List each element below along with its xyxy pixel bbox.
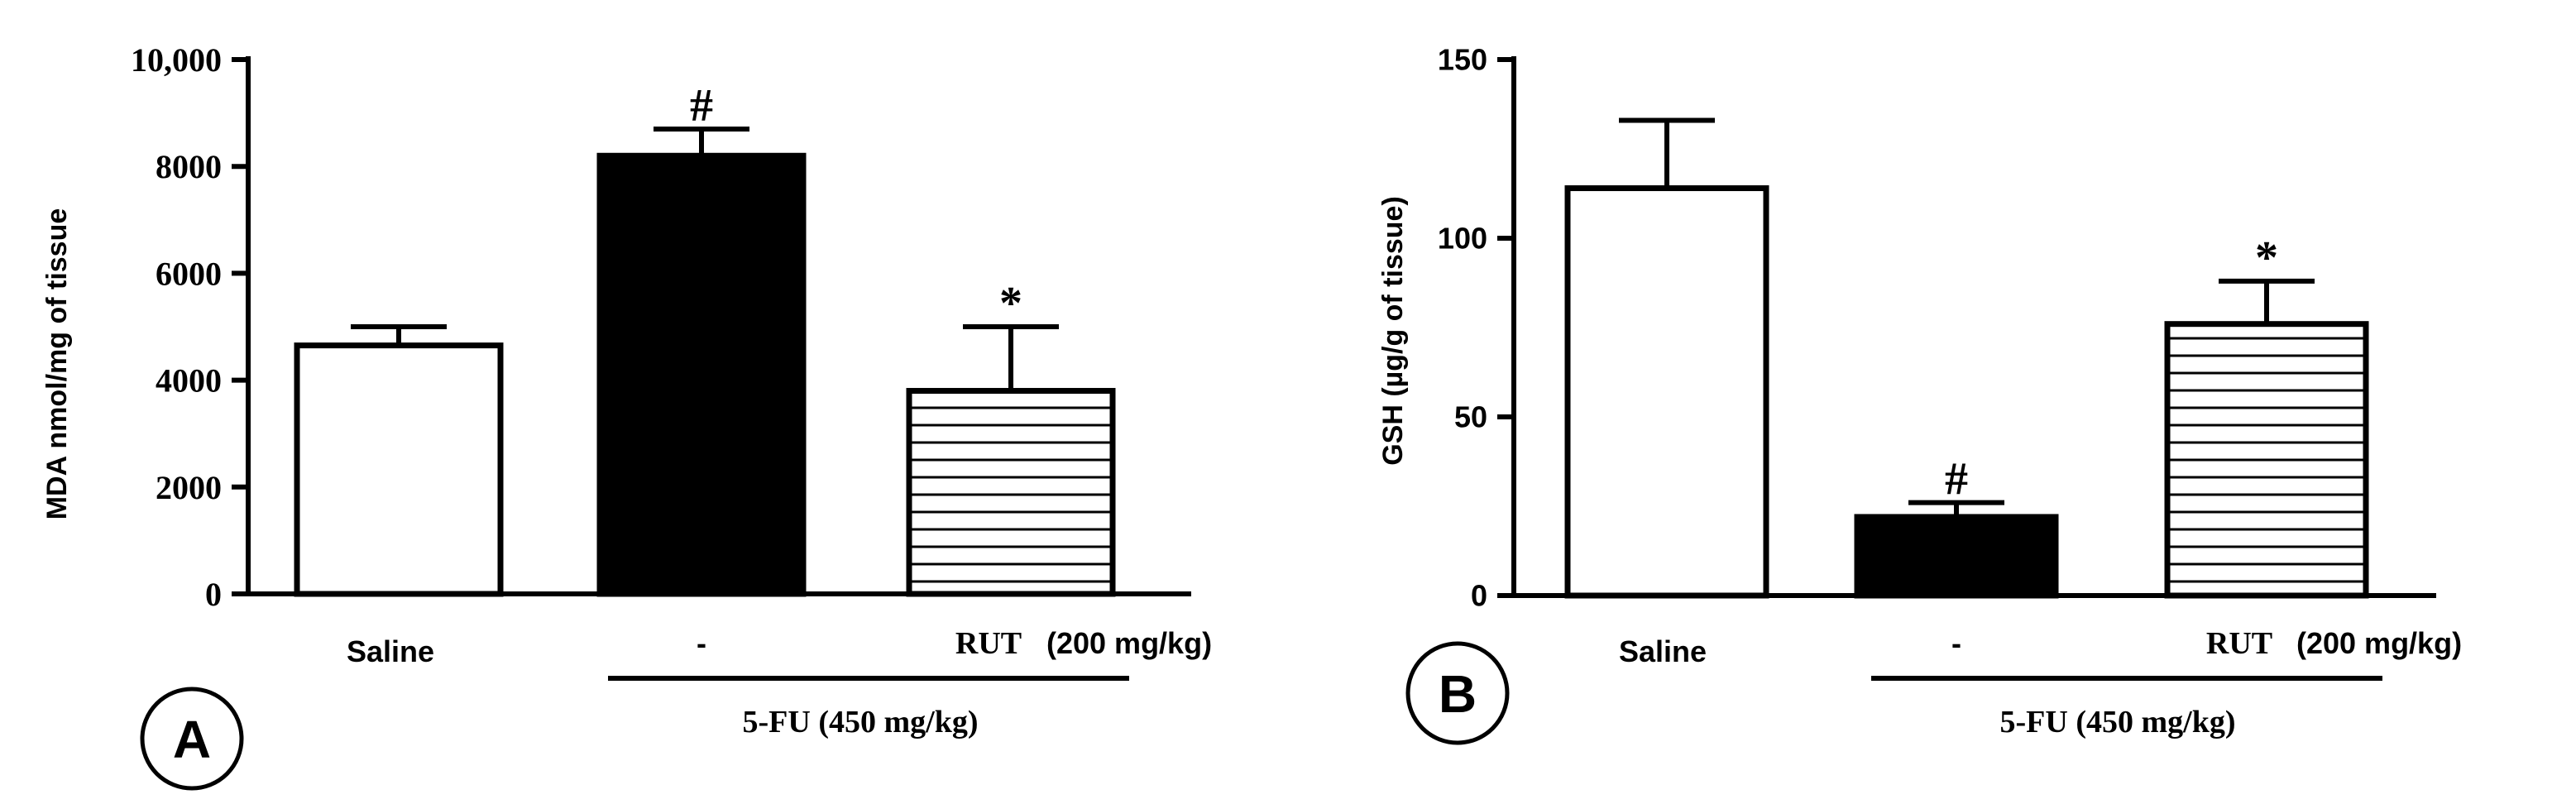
- panel-a-y-ticks: 0 2000 4000 6000 8000 10,000: [131, 41, 248, 613]
- panel-b-xtick-rut: RUT: [2206, 626, 2272, 661]
- panel-b-y-ticks: 0 50 100 150: [1438, 43, 1514, 613]
- panel-a-xtick-saline: Saline: [347, 634, 434, 668]
- panel-a-ytick-label: 0: [205, 576, 222, 613]
- panel-a-ytick-label: 8000: [156, 148, 222, 185]
- panel-b-bar-2: [1854, 514, 2059, 599]
- panel-b-bar-3: [2164, 321, 2369, 599]
- panel-a-significance-marker: #: [690, 80, 713, 132]
- panel-a-label: A: [173, 710, 211, 769]
- panel-a-ytick-label: 4000: [156, 362, 222, 400]
- panel-a-significance-marker: *: [999, 278, 1022, 329]
- panel-a-bar-2: [596, 152, 807, 597]
- panel-b-bars: #*: [1564, 117, 2369, 599]
- panel-a-dose-label: (200 mg/kg): [1046, 626, 1212, 660]
- panel-b-xtick-saline: Saline: [1619, 634, 1707, 668]
- panel-b-significance-marker: #: [1945, 454, 1968, 505]
- panel-b-dose-label: (200 mg/kg): [2296, 626, 2462, 660]
- panel-b-xtick-dash: -: [1951, 626, 1961, 660]
- panel-a-xtick-dash: -: [697, 626, 706, 660]
- panel-b-label: B: [1439, 664, 1477, 724]
- panel-a-bars: #*: [294, 80, 1116, 597]
- panel-a-bar-3: [906, 388, 1116, 597]
- panel-a-xtick-rut: RUT: [955, 626, 1022, 661]
- panel-a-ytick-label: 6000: [156, 255, 222, 292]
- panel-b-ylabel: GSH (µg/g of tissue): [1377, 196, 1409, 466]
- panel-b-label-circle: [1405, 641, 1510, 745]
- panel-a-label-circle: [140, 687, 244, 791]
- panel-b-significance-marker: *: [2255, 232, 2278, 284]
- panel-a-ylabel: MDA nmol/mg of tissue: [41, 208, 73, 520]
- panel-a-ytick-label: 2000: [156, 469, 222, 506]
- panel-b-bar-1: [1564, 185, 1769, 599]
- panel-a-ytick-label: 10,000: [131, 41, 222, 79]
- panel-b-ytick-label: 0: [1471, 579, 1487, 613]
- panel-a: MDA nmol/mg of tissue 0 2000 4000 6000 8000 1…: [41, 41, 1212, 791]
- panel-b-ytick-label: 100: [1438, 222, 1487, 256]
- panel-a-group-label: 5-FU (450 mg/kg): [743, 705, 979, 739]
- panel-b-ytick-label: 50: [1454, 400, 1487, 434]
- panel-a-bar-1: [294, 342, 504, 597]
- panel-b-ytick-label: 150: [1438, 43, 1487, 77]
- panel-b-group-label: 5-FU (450 mg/kg): [2000, 705, 2236, 739]
